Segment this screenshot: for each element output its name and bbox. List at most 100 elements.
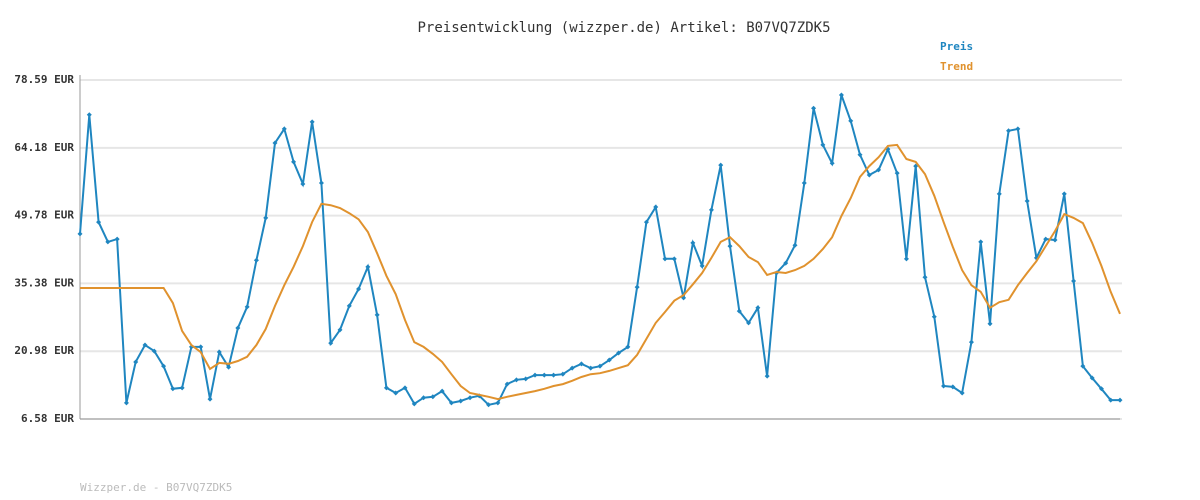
point-marker [922,274,928,280]
point-marker [1052,237,1058,243]
point-marker [671,256,677,262]
point-marker [848,118,854,124]
point-marker [179,385,185,391]
point-marker [857,152,863,158]
point-marker [783,260,789,266]
point-marker [606,357,612,363]
point-marker [959,390,965,396]
point-marker [968,339,974,345]
point-marker [105,239,111,245]
point-marker [801,180,807,186]
series-line [80,143,1121,401]
point-marker [643,219,649,225]
point-marker [133,359,139,365]
point-marker [263,215,269,221]
point-marker [866,172,872,178]
point-marker [634,284,640,290]
point-marker [253,257,259,263]
point-marker [532,372,538,378]
point-marker [161,363,167,369]
point-marker [365,264,371,270]
point-marker [374,312,380,318]
point-marker [894,170,900,176]
point-marker [736,308,742,314]
point-marker [114,236,120,242]
point-marker [1108,397,1114,403]
point-marker [755,305,761,311]
point-marker [578,361,584,367]
point-marker [708,207,714,213]
point-marker [876,167,882,173]
chart-title: Preisentwicklung (wizzper.de) Artikel: B… [417,20,830,36]
point-marker [421,395,427,401]
point-marker [411,401,417,407]
point-marker [541,372,547,378]
point-marker [151,348,157,354]
point-marker [328,340,334,346]
point-marker [430,394,436,400]
point-marker [356,286,362,292]
point-marker [978,239,984,245]
y-tick-label: 49.78 EUR [14,209,74,222]
point-marker [86,112,92,118]
point-marker [486,402,492,408]
point-marker [198,344,204,350]
point-marker [1043,236,1049,242]
point-marker [1071,278,1077,284]
point-marker [337,327,343,333]
point-marker [987,321,993,327]
point-marker [291,159,297,165]
point-marker [950,384,956,390]
point-marker [1089,375,1095,381]
point-marker [393,390,399,396]
point-marker [718,162,724,168]
point-marker [216,349,222,355]
point-marker [662,256,668,262]
point-marker [281,126,287,132]
point-marker [77,231,83,237]
point-marker [226,364,232,370]
point-marker [616,350,622,356]
point-marker [597,363,603,369]
point-marker [653,204,659,210]
point-marker [746,320,752,326]
legend-label: Preis [940,40,973,53]
point-marker [170,386,176,392]
point-marker [495,400,501,406]
point-marker [383,385,389,391]
point-marker [513,377,519,383]
point-marker [1006,128,1012,134]
point-marker [838,92,844,98]
point-marker [309,119,315,125]
point-marker [1098,386,1104,392]
y-tick-label: 78.59 EUR [14,73,74,86]
point-marker [504,381,510,387]
footer: Wizzper.de - B07VQ7ZDK5 [80,481,232,494]
point-marker [569,365,575,371]
point-marker [318,180,324,186]
point-marker [96,219,102,225]
point-marker [560,371,566,377]
point-marker [1080,363,1086,369]
point-marker [1024,198,1030,204]
point-marker [467,395,473,401]
point-marker [829,160,835,166]
point-marker [811,105,817,111]
point-marker [300,181,306,187]
point-marker [625,344,631,350]
point-marker [764,373,770,379]
y-tick-label: 35.38 EUR [14,276,74,289]
point-marker [142,342,148,348]
point-marker [699,263,705,269]
point-marker [690,240,696,246]
point-marker [551,372,557,378]
point-marker [727,243,733,249]
point-marker [1061,191,1067,197]
point-marker [439,388,445,394]
point-marker [1117,397,1123,403]
point-marker [820,142,826,148]
point-marker [448,400,454,406]
point-marker [207,396,213,402]
